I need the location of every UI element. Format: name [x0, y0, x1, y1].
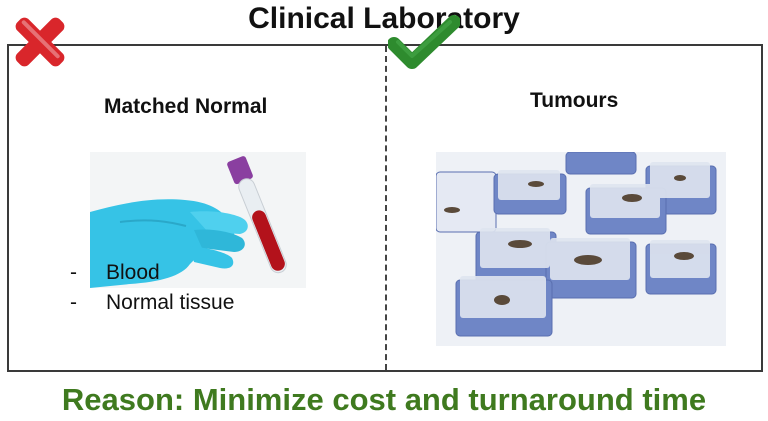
comparison-frame: [7, 44, 763, 372]
list-bullet: -: [70, 291, 77, 314]
list-item: - Normal tissue: [70, 288, 234, 318]
page-title: Clinical Laboratory: [248, 2, 520, 35]
tissue-cassettes-illustration: [436, 152, 726, 346]
list-item: - Blood: [70, 258, 234, 288]
tumours-heading: Tumours: [530, 89, 619, 112]
list-item-label: Blood: [106, 261, 160, 284]
sample-list: - Blood - Normal tissue: [70, 258, 234, 318]
list-item-label: Normal tissue: [106, 291, 235, 314]
list-bullet: -: [70, 261, 77, 284]
matched-normal-heading: Matched Normal: [104, 95, 268, 118]
red-cross-icon: [15, 17, 65, 67]
reason-caption: Reason: Minimize cost and turnaround tim…: [61, 382, 707, 417]
blood-tube-illustration: [90, 152, 306, 288]
dashed-divider: [385, 46, 387, 370]
green-check-icon: [388, 15, 460, 69]
